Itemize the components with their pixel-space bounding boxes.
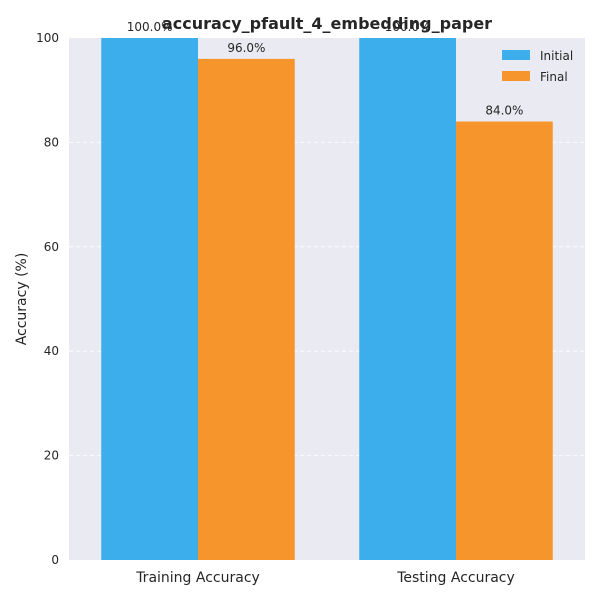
data-label: 100.0%	[127, 20, 173, 34]
data-label: 100.0%	[385, 20, 431, 34]
chart-title: accuracy_pfault_4_embedding_paper	[162, 14, 492, 33]
y-tick-label: 40	[44, 344, 59, 358]
bar-final-2	[456, 121, 553, 561]
legend-swatch-final	[502, 71, 530, 81]
x-tick-label: Training Accuracy	[135, 570, 260, 586]
y-tick-label: 100	[36, 31, 59, 45]
legend-label-initial: Initial	[540, 49, 573, 63]
x-tick-label: Testing Accuracy	[396, 570, 515, 586]
bars	[101, 38, 553, 561]
bar-initial-2	[359, 38, 456, 560]
x-axis-ticks: Training Accuracy Testing Accuracy	[135, 570, 515, 586]
legend-swatch-initial	[502, 50, 530, 60]
legend: Initial Final	[502, 49, 573, 84]
y-tick-label: 80	[44, 135, 59, 149]
y-tick-label: 0	[51, 553, 59, 567]
bar-final-1	[198, 58, 295, 560]
data-labels: 100.0% 96.0% 100.0% 84.0%	[127, 20, 524, 118]
data-label: 96.0%	[227, 41, 265, 55]
y-tick-label: 20	[44, 449, 59, 463]
y-axis-title: Accuracy (%)	[14, 253, 30, 346]
legend-label-final: Final	[540, 70, 568, 84]
bar-initial-1	[101, 38, 198, 560]
data-label: 84.0%	[485, 104, 523, 118]
y-tick-label: 60	[44, 240, 59, 254]
y-axis-ticks: 0 20 40 60 80 100	[36, 31, 59, 567]
